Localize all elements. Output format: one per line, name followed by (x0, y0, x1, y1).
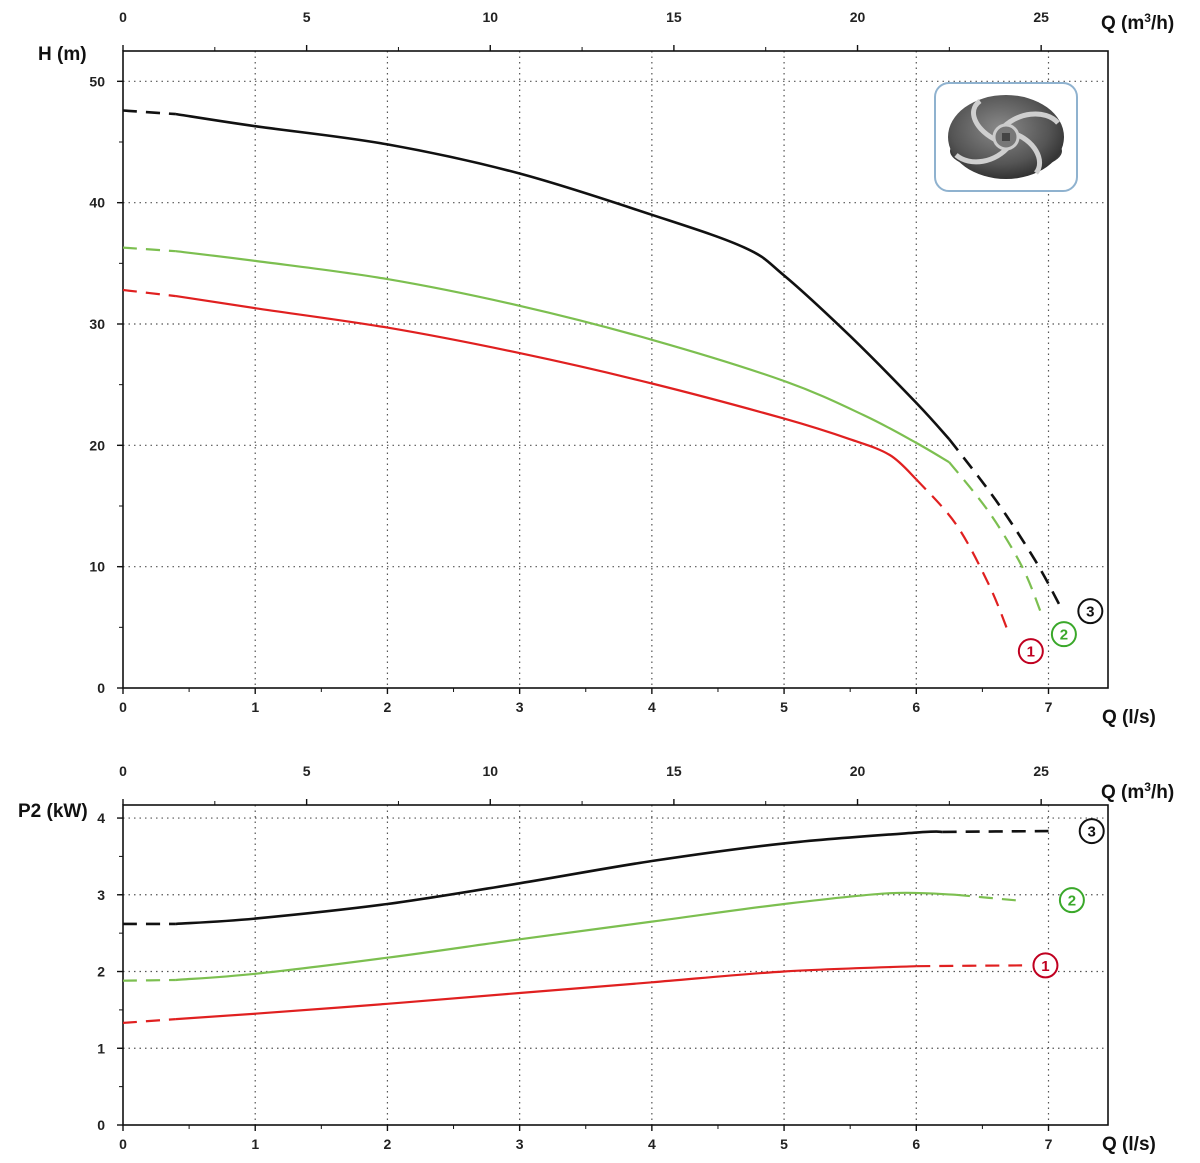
head-curve-marker-label: 1 (1027, 644, 1035, 661)
head-y-tick-label: 20 (89, 437, 105, 453)
head-curve-2-solid (175, 250, 950, 464)
power-x2-tick-label: 20 (850, 763, 866, 779)
head-curve-1-dashed-start (122, 288, 177, 298)
power-x-tick-label: 5 (780, 1136, 788, 1152)
power-x2-tick-label: 15 (666, 763, 682, 779)
power-y-tick-label: 4 (97, 810, 105, 826)
head-curve-marker-label: 2 (1060, 627, 1068, 644)
power-x2-axis-title: Q (m3/h) (1101, 780, 1174, 803)
head-x-axis-title: Q (l/s) (1102, 707, 1156, 728)
head-x2-tick-label: 5 (303, 9, 311, 25)
power-curve-3-dashed-end (942, 829, 1049, 834)
head-curve-2-dashed-end (948, 461, 1043, 616)
head-chart: 0 1 2 3 4 5 6 7 0 10 20 30 40 50 0 5 10 15 20 25 H (m) Q (l… (38, 9, 1174, 728)
head-y-tick-label: 0 (97, 680, 105, 696)
head-curve-3-dashed-end (948, 438, 1063, 610)
power-x2-tick-label: 0 (119, 763, 127, 779)
head-x-tick-label: 7 (1045, 699, 1053, 715)
head-curve-3-solid (175, 112, 951, 441)
power-y-tick-label: 1 (97, 1040, 105, 1056)
power-curve-2-dashed-start (122, 978, 176, 982)
power-curve-1-solid (175, 965, 917, 1021)
power-x-tick-label: 0 (119, 1136, 127, 1152)
head-curve-1-solid (175, 295, 918, 481)
head-x2-tick-label: 15 (666, 9, 682, 25)
power-curve-marker-label: 2 (1068, 893, 1076, 910)
head-curve-1-dashed-end (915, 478, 1010, 634)
head-curve-marker-2: 2 (1050, 621, 1077, 648)
head-x2-tick-label: 0 (119, 9, 127, 25)
power-x-tick-label: 3 (516, 1136, 524, 1152)
head-curve-marker-3: 3 (1077, 598, 1104, 625)
head-x-tick-label: 3 (516, 699, 524, 715)
head-x-tick-label: 6 (912, 699, 920, 715)
head-curve-2-dashed-start (122, 246, 176, 253)
head-x-tick-label: 5 (780, 699, 788, 715)
head-y-tick-label: 10 (89, 559, 105, 575)
power-x-tick-label: 7 (1045, 1136, 1053, 1152)
head-grid (123, 51, 1108, 688)
power-curve-marker-1: 1 (1032, 952, 1059, 979)
power-curve-2-solid (175, 891, 957, 982)
power-x-tick-label: 1 (251, 1136, 259, 1152)
head-x2-axis-title: Q (m3/h) (1101, 11, 1174, 34)
head-x2-tick-label: 20 (850, 9, 866, 25)
power-grid (123, 805, 1108, 1125)
head-x-tick-label: 1 (251, 699, 259, 715)
power-ticks: 0 1 2 3 4 5 6 7 0 1 2 3 4 0 5 10 15 20 25 (97, 763, 1052, 1152)
power-x2-tick-label: 5 (303, 763, 311, 779)
head-x-tick-label: 2 (384, 699, 392, 715)
power-y-tick-label: 3 (97, 887, 105, 903)
power-x2-tick-label: 10 (482, 763, 498, 779)
power-curve-marker-3: 3 (1078, 818, 1105, 845)
head-ticks: 0 1 2 3 4 5 6 7 0 10 20 30 40 50 0 5 10 15 20 25 (89, 9, 1052, 715)
impeller-icon (948, 95, 1064, 179)
head-curve-3-dashed-start (122, 109, 176, 116)
head-y-tick-label: 40 (89, 195, 105, 211)
power-x-tick-label: 2 (384, 1136, 392, 1152)
power-y-tick-label: 2 (97, 964, 105, 980)
head-curve-marker-1: 1 (1017, 638, 1044, 665)
head-x-tick-label: 0 (119, 699, 127, 715)
power-x2-tick-label: 25 (1033, 763, 1049, 779)
power-curve-1-dashed-end (916, 964, 1023, 968)
power-curve-marker-label: 1 (1041, 958, 1049, 975)
power-y-axis-title: P2 (kW) (18, 801, 88, 822)
head-y-axis-title: H (m) (38, 44, 87, 65)
head-curve-marker-label: 3 (1086, 604, 1094, 621)
power-curve-2-dashed-end (955, 893, 1023, 902)
power-curve-marker-label: 3 (1088, 824, 1096, 841)
impeller-inset (934, 82, 1078, 192)
head-x2-tick-label: 10 (482, 9, 498, 25)
head-chart-frame (122, 50, 1109, 689)
power-curve-1-dashed-start (122, 1018, 176, 1024)
head-y-tick-label: 30 (89, 316, 105, 332)
power-curves (122, 829, 1049, 1024)
power-curve-marker-2: 2 (1058, 887, 1085, 914)
power-y-tick-label: 0 (97, 1117, 105, 1133)
head-curves (122, 109, 1063, 634)
head-y-tick-label: 50 (89, 73, 105, 89)
head-x2-tick-label: 25 (1033, 9, 1049, 25)
power-chart-frame (122, 804, 1109, 1126)
power-x-tick-label: 4 (648, 1136, 656, 1152)
power-x-axis-title: Q (l/s) (1102, 1134, 1156, 1155)
power-x-tick-label: 6 (912, 1136, 920, 1152)
power-curve-3-solid (175, 830, 943, 926)
head-x-tick-label: 4 (648, 699, 656, 715)
